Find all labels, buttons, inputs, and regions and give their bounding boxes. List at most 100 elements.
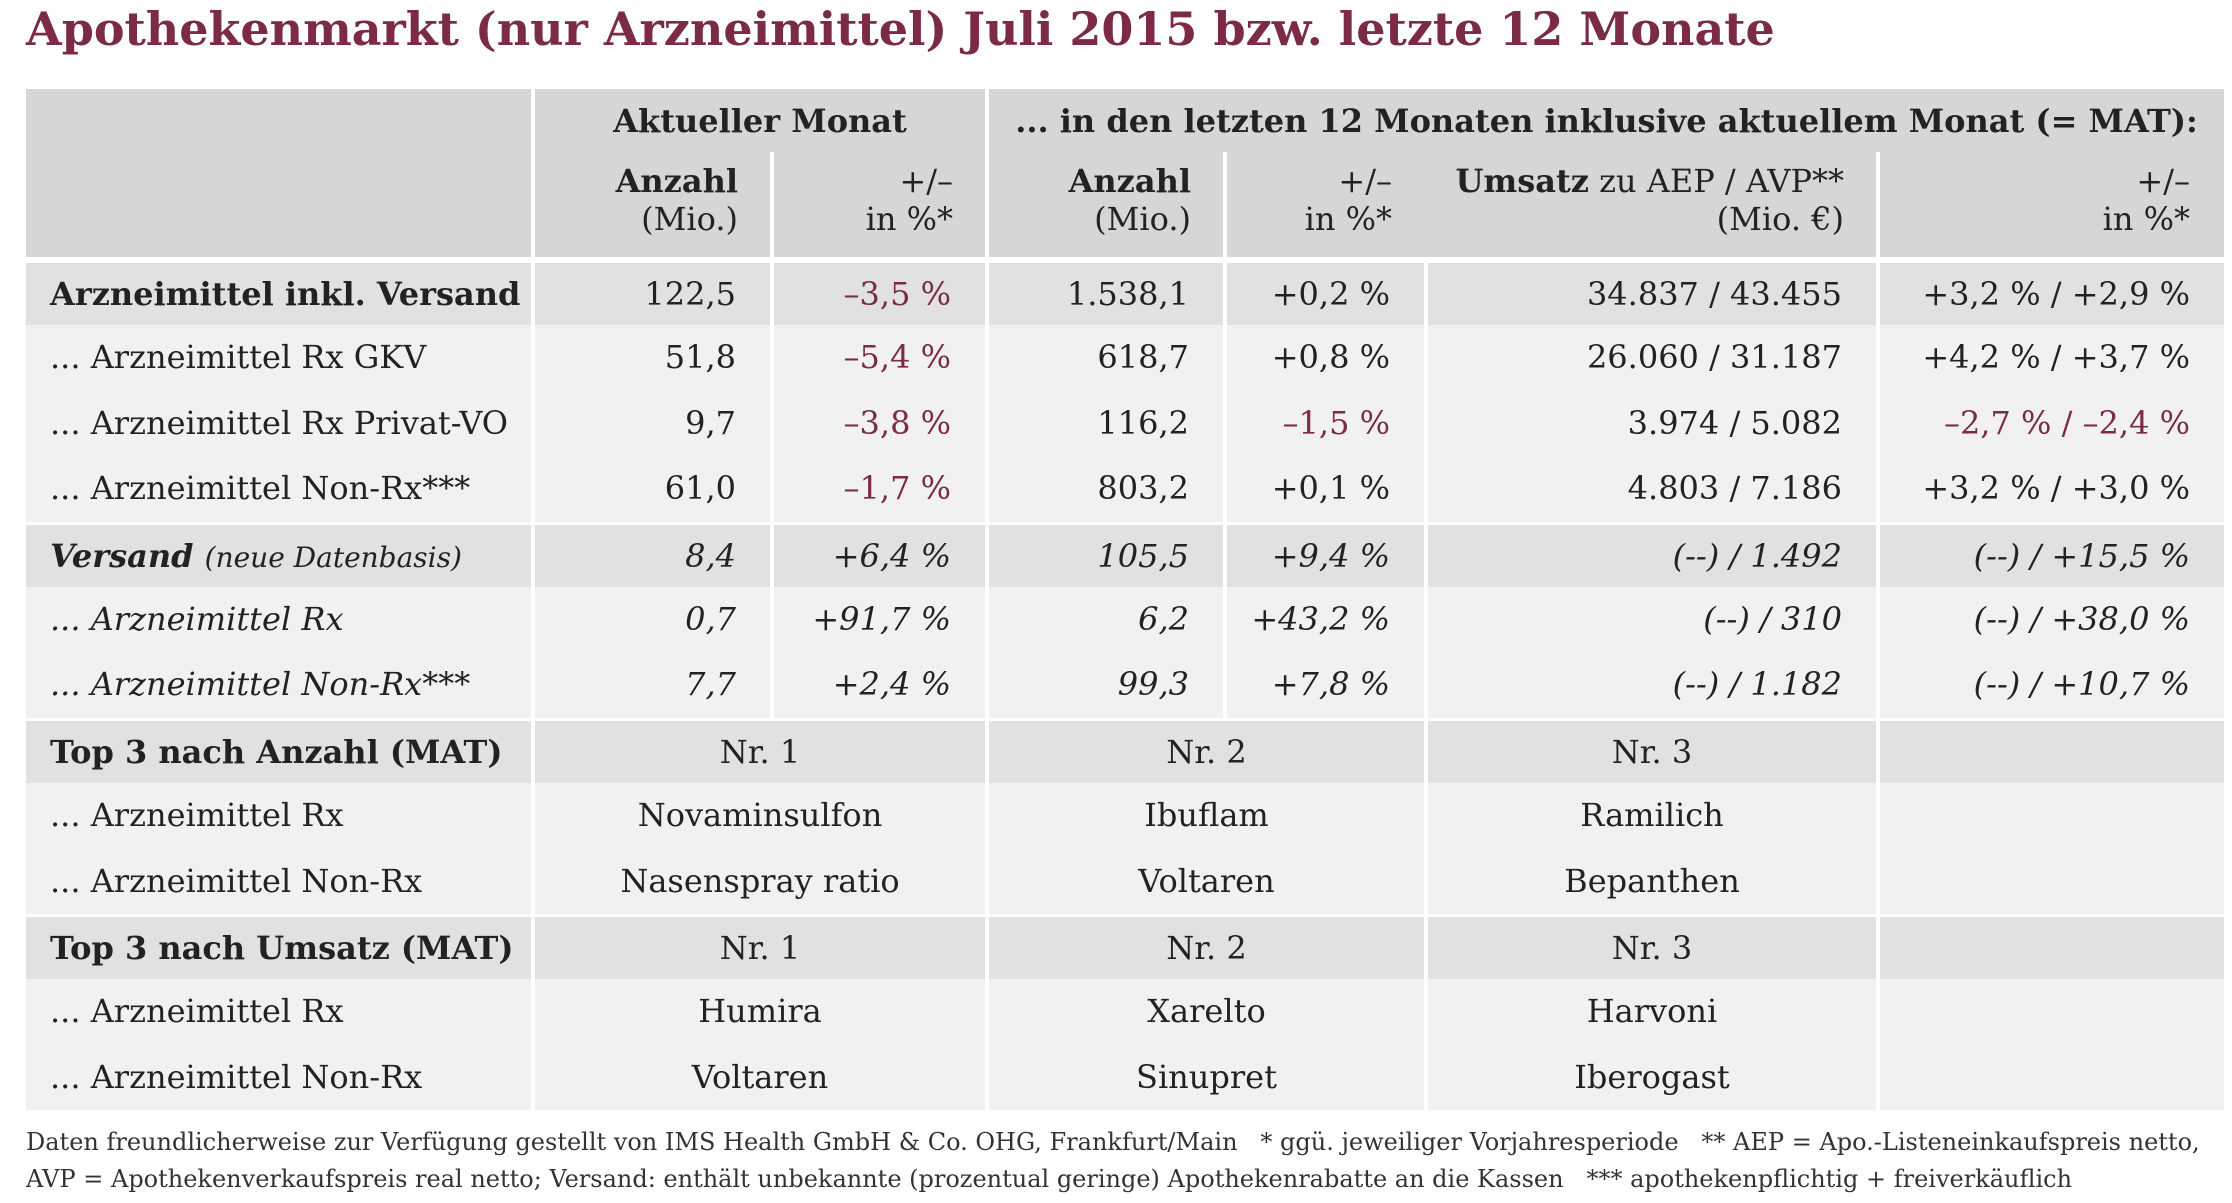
cell-text: 122,5 [644,275,736,313]
title: Apothekenmarkt (nur Arzneimittel) Juli 2… [26,2,1775,56]
cell-text: Anzahl [533,161,772,201]
cell: +0,2 % [1227,263,1424,326]
cell: Aktueller Monat [535,89,985,257]
column-header: +/– in %* [1878,89,2224,257]
cell: Nr. 2 [989,917,1424,980]
cell-text: (Mio. €) [1716,200,1844,238]
cell: Nasenspray ratio [535,848,985,914]
cell-text: in %* [1304,200,1392,238]
cell-text: Top 3 nach Anzahl (MAT) [50,732,503,771]
cell-text: +/– [1878,161,2224,201]
cell-text: (Mio.) [641,200,738,238]
cell: ... Arzneimittel Rx [26,979,531,1045]
divider [1876,152,1880,257]
cell: +3,2 % / +2,9 % [1880,263,2224,326]
cell-text: Nr. 2 [1166,929,1247,967]
cell: Nr. 3 [1428,720,1876,784]
divider [1223,152,1227,257]
cell-text: –1,7 % [843,469,951,508]
cell: Voltaren [535,1044,985,1111]
cell-text: 51,8 [664,338,736,377]
cell-text: +9,4 % [1271,536,1390,575]
cell [1880,720,2224,784]
cell-text: Sinupret [1136,1057,1277,1096]
cell: ... Arzneimittel Rx Privat-VO [26,390,531,457]
cell: 9,7 [535,390,770,457]
cell: 122,5 [535,263,770,326]
cell-text: 61,0 [664,469,736,508]
cell-text: –1,5 % [1282,403,1390,442]
cell: 99,3 [989,652,1223,718]
cell: 105,5 [989,524,1223,587]
cell-text: +7,8 % [1271,665,1390,704]
cell [26,89,531,257]
cell: ... Arzneimittel Non-Rx*** [26,456,531,522]
cell: ... Arzneimittel Non-Rx [26,1044,531,1111]
cell: (--) / 310 [1428,587,1876,653]
cell-text: Nr. 1 [719,929,801,967]
cell: +0,1 % [1227,456,1424,522]
cell: 0,7 [535,587,770,653]
cell: +2,4 % [774,652,985,718]
cell-text: (--) / +15,5 % [1973,536,2190,575]
label-note: (neue Datenbasis) [204,540,462,574]
cell-text: Arzneimittel inkl. Versand [50,275,521,313]
cell-text: ... Arzneimittel Rx Privat-VO [50,403,509,442]
cell: –2,7 % / –2,4 % [1880,390,2224,457]
cell-text: 116,2 [1097,403,1189,442]
cell-text: Iberogast [1574,1057,1730,1096]
cell-text: ... Arzneimittel Non-Rx*** [50,469,471,508]
cell: Nr. 2 [989,720,1424,784]
cell: ... Arzneimittel Rx [26,783,531,849]
cell: 6,2 [989,587,1223,653]
cell-text: Nr. 1 [719,732,801,771]
cell-text: +/– [1225,161,1426,201]
cell: +6,4 % [774,524,985,587]
cell: Bepanthen [1428,848,1876,914]
cell-text: +0,8 % [1271,338,1390,377]
cell [1880,1044,2224,1111]
cell-text: 8,4 [685,536,736,575]
cell-text: ... Arzneimittel Rx [50,796,344,835]
cell [1880,917,2224,980]
cell-text: ... Arzneimittel Non-Rx [50,1057,423,1096]
column-header: Anzahl (Mio.) [533,89,772,257]
column-title: Anzahl [615,162,738,200]
cell-text: Nr. 2 [1166,732,1247,771]
column-title-rest: zu AEP / AVP** [1599,162,1844,200]
column-header: +/– in %* [1225,89,1426,257]
cell: +7,8 % [1227,652,1424,718]
cell-text: Top 3 nach Umsatz (MAT) [50,929,514,967]
cell-text: Novaminsulfon [637,796,883,835]
cell-text: (--) / +10,7 % [1973,665,2190,704]
cell-text: Xarelto [1147,992,1266,1031]
cell-text: ... Arzneimittel Non-Rx [50,861,423,900]
cell: (--) / 1.182 [1428,652,1876,718]
cell-text: +4,2 % / +3,7 % [1922,338,2190,377]
cell [1880,979,2224,1045]
cell: 26.060 / 31.187 [1428,325,1876,391]
cell-text: Aktueller Monat [613,102,907,140]
cell-text: (--) / 310 [1703,600,1842,638]
cell-text: +0,1 % [1271,469,1390,508]
footnote: Daten freundlicherweise zur Verfügung ge… [26,1128,2200,1156]
cell-text: –3,5 % [843,275,951,313]
cell: Ramilich [1428,783,1876,849]
column-title: Anzahl [1068,162,1191,200]
cell: Nr. 3 [1428,917,1876,980]
cell-text: ... Arzneimittel Rx GKV [50,338,427,377]
cell-text: +0,2 % [1271,275,1390,313]
cell: 618,7 [989,325,1223,391]
cell-text: Voltaren [1138,861,1275,900]
cell: (--) / 1.492 [1428,524,1876,587]
cell: 1.538,1 [989,263,1223,326]
cell: 61,0 [535,456,770,522]
cell-text: +91,7 % [812,600,951,638]
cell-text: –5,4 % [843,338,951,377]
cell: Novaminsulfon [535,783,985,849]
cell: +91,7 % [774,587,985,653]
cell: +3,2 % / +3,0 % [1880,456,2224,522]
cell-text: 99,3 [1117,665,1189,704]
cell-text: –3,8 % [843,403,951,442]
